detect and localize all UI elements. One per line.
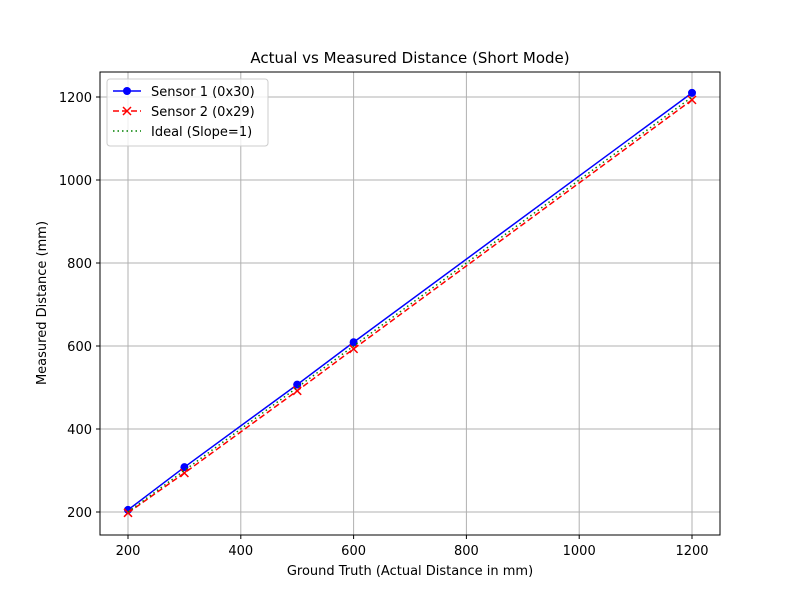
y-axis-ticks: 200 400 600 800 1000 1200 — [59, 91, 100, 521]
y-tick-label: 400 — [67, 423, 92, 438]
series-line — [127, 96, 693, 513]
legend: Sensor 1 (0x30) Sensor 2 (0x29) Ideal (Slo… — [106, 78, 269, 147]
x-axis-ticks: 200 400 600 800 1000 1200 — [116, 535, 709, 559]
legend-entry: Sensor 1 (0x30) — [151, 85, 255, 100]
x-tick-label: 600 — [341, 544, 366, 559]
legend-entry: Ideal (Slope=1) — [151, 125, 252, 140]
x-tick-label: 1000 — [563, 544, 596, 559]
plot-frame — [99, 71, 721, 536]
legend-entry: Sensor 2 (0x29) — [151, 105, 255, 120]
y-tick-label: 600 — [67, 340, 92, 355]
x-tick-label: 1200 — [675, 544, 708, 559]
y-tick-label: 800 — [67, 257, 92, 272]
y-tick-label: 1200 — [59, 91, 92, 106]
data-lines — [123, 88, 697, 518]
x-tick-label: 800 — [454, 544, 479, 559]
x-axis-label: Ground Truth (Actual Distance in mm) — [287, 564, 533, 579]
y-axis-label: Measured Distance (mm) — [35, 221, 50, 385]
x-tick-label: 200 — [116, 544, 141, 559]
series-line — [127, 92, 693, 511]
y-tick-label: 200 — [67, 506, 92, 521]
y-tick-label: 1000 — [59, 174, 92, 189]
x-tick-label: 400 — [228, 544, 253, 559]
chart-title: Actual vs Measured Distance (Short Mode) — [250, 49, 569, 67]
series-line — [127, 99, 693, 514]
